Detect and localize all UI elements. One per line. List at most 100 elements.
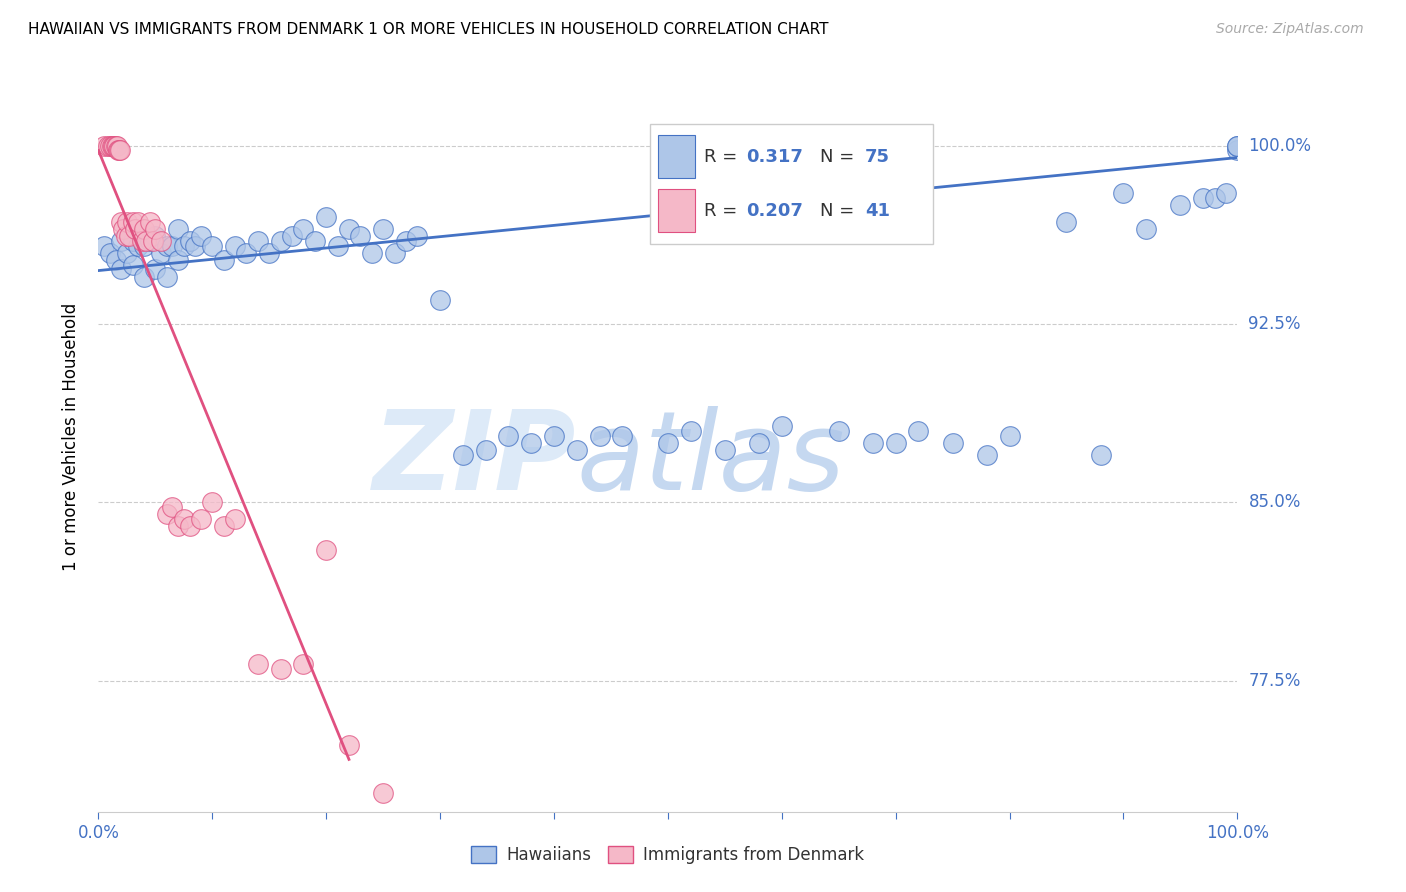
- Point: [103, 138, 125, 153]
- Point: [1135, 222, 1157, 236]
- Point: [371, 786, 394, 800]
- Point: [104, 252, 127, 267]
- Point: [520, 436, 543, 450]
- Point: [121, 234, 143, 248]
- Point: [884, 436, 907, 450]
- FancyBboxPatch shape: [650, 124, 934, 244]
- Point: [114, 229, 136, 244]
- Point: [138, 215, 160, 229]
- Point: [112, 222, 135, 236]
- Point: [543, 429, 565, 443]
- Point: [292, 657, 315, 672]
- Point: [156, 508, 179, 522]
- Text: 0.317: 0.317: [747, 148, 803, 166]
- Point: [384, 245, 406, 260]
- Point: [167, 222, 190, 236]
- Text: 0.207: 0.207: [747, 202, 803, 219]
- Point: [270, 662, 292, 676]
- Point: [246, 234, 269, 248]
- Point: [150, 234, 173, 248]
- Point: [1215, 186, 1237, 201]
- Point: [315, 210, 337, 224]
- Point: [142, 234, 165, 248]
- Point: [828, 424, 851, 438]
- Point: [184, 238, 207, 252]
- Text: ZIP: ZIP: [373, 406, 576, 513]
- Point: [1054, 215, 1078, 229]
- Point: [212, 519, 235, 533]
- Text: 100.0%: 100.0%: [1249, 136, 1312, 154]
- Point: [162, 238, 184, 252]
- Point: [173, 512, 195, 526]
- Point: [162, 500, 184, 515]
- Point: [748, 436, 770, 450]
- Point: [135, 234, 157, 248]
- Point: [224, 512, 246, 526]
- Point: [201, 238, 224, 252]
- Point: [1112, 186, 1135, 201]
- Text: N =: N =: [820, 148, 859, 166]
- Point: [474, 443, 496, 458]
- Point: [565, 443, 588, 458]
- Point: [281, 229, 304, 244]
- Point: [98, 138, 121, 153]
- Point: [190, 512, 212, 526]
- Point: [115, 215, 138, 229]
- Point: [150, 245, 173, 260]
- Text: 92.5%: 92.5%: [1249, 315, 1301, 333]
- Point: [498, 429, 520, 443]
- Point: [104, 138, 127, 153]
- Point: [337, 738, 360, 752]
- Point: [96, 138, 118, 153]
- Point: [101, 138, 124, 153]
- Point: [1192, 191, 1215, 205]
- Point: [770, 419, 793, 434]
- Point: [360, 245, 382, 260]
- Point: [190, 229, 212, 244]
- Point: [145, 262, 167, 277]
- Point: [349, 229, 371, 244]
- Point: [132, 222, 155, 236]
- Point: [235, 245, 257, 260]
- Point: [107, 144, 129, 158]
- Point: [212, 252, 235, 267]
- Point: [224, 238, 246, 252]
- Point: [108, 144, 131, 158]
- Text: HAWAIIAN VS IMMIGRANTS FROM DENMARK 1 OR MORE VEHICLES IN HOUSEHOLD CORRELATION : HAWAIIAN VS IMMIGRANTS FROM DENMARK 1 OR…: [28, 22, 828, 37]
- Point: [115, 245, 138, 260]
- Point: [110, 234, 132, 248]
- Point: [292, 222, 315, 236]
- Point: [371, 222, 394, 236]
- Point: [118, 229, 141, 244]
- Legend: Hawaiians, Immigrants from Denmark: Hawaiians, Immigrants from Denmark: [465, 839, 870, 871]
- Point: [259, 245, 281, 260]
- Point: [1226, 138, 1249, 153]
- Point: [179, 234, 201, 248]
- Point: [179, 519, 201, 533]
- Point: [124, 222, 146, 236]
- Point: [429, 293, 451, 308]
- Point: [657, 436, 679, 450]
- Text: 85.0%: 85.0%: [1249, 493, 1301, 511]
- Point: [907, 424, 929, 438]
- Point: [121, 215, 143, 229]
- Point: [127, 215, 149, 229]
- Point: [942, 436, 965, 450]
- Point: [315, 543, 337, 558]
- Point: [304, 234, 326, 248]
- Point: [156, 269, 179, 284]
- Text: 41: 41: [865, 202, 890, 219]
- Point: [131, 234, 153, 248]
- Point: [167, 252, 190, 267]
- Point: [612, 429, 634, 443]
- Point: [246, 657, 269, 672]
- Point: [103, 138, 125, 153]
- Point: [337, 222, 360, 236]
- Point: [145, 229, 167, 244]
- Point: [201, 495, 224, 509]
- Point: [98, 245, 121, 260]
- Point: [326, 238, 349, 252]
- Point: [110, 262, 132, 277]
- Bar: [658, 189, 695, 233]
- Text: 75: 75: [865, 148, 890, 166]
